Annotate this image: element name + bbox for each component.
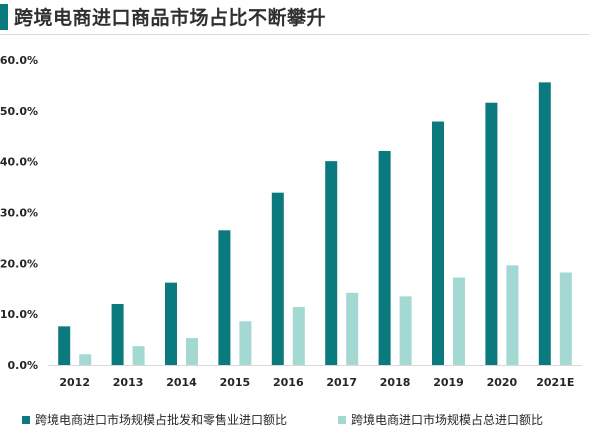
bar-series-2 xyxy=(186,338,198,365)
x-tick-label: 2020 xyxy=(487,376,518,389)
x-tick-label: 2012 xyxy=(59,376,90,389)
y-tick-label: 30.0% xyxy=(0,207,38,220)
bar-series-2 xyxy=(399,296,412,365)
x-tick-label: 2019 xyxy=(433,376,464,389)
bar-series-1 xyxy=(538,82,551,365)
y-tick-label: 60.0% xyxy=(0,54,38,67)
y-tick-label: 40.0% xyxy=(0,156,38,169)
legend: 跨境电商进口市场规模占批发和零售业进口额比 跨境电商进口市场规模占总进口额比 xyxy=(0,411,589,433)
y-axis: 0.0% 10.0% 20.0% 30.0% 40.0% 50.0% 60.0% xyxy=(0,54,38,372)
bar-series-1 xyxy=(325,161,338,365)
chart-title: 跨境电商进口商品市场占比不断攀升 xyxy=(14,7,327,29)
bar-series-1 xyxy=(432,121,444,365)
chart-header: 跨境电商进口商品市场占比不断攀升 xyxy=(0,0,589,36)
x-tick-label: 2021E xyxy=(536,376,574,389)
legend-item-series-1: 跨境电商进口市场规模占批发和零售业进口额比 xyxy=(22,411,287,428)
bar-series-1 xyxy=(218,230,231,365)
bar-series-2 xyxy=(506,265,519,365)
y-tick-label: 20.0% xyxy=(0,257,38,270)
bar-series-2 xyxy=(453,277,465,365)
legend-label-series-2: 跨境电商进口市场规模占总进口额比 xyxy=(351,413,544,427)
y-tick-label: 50.0% xyxy=(0,105,38,118)
title-accent-bar xyxy=(0,4,8,30)
bar-series-1 xyxy=(378,150,391,365)
bar-series-1 xyxy=(58,326,71,365)
x-tick-label: 2017 xyxy=(326,376,357,389)
bar-series-2 xyxy=(346,292,359,365)
bar-series-1 xyxy=(271,192,284,365)
x-tick-label: 2013 xyxy=(113,376,144,389)
x-tick-label: 2016 xyxy=(273,376,304,389)
bar-series-1 xyxy=(485,102,498,365)
bar-series-1 xyxy=(111,304,124,365)
legend-swatch-series-1 xyxy=(22,415,30,424)
bar-series-2 xyxy=(79,354,92,365)
x-tick-label: 2018 xyxy=(380,376,411,389)
legend-item-series-2: 跨境电商进口市场规模占总进口额比 xyxy=(338,411,543,428)
legend-label-series-1: 跨境电商进口市场规模占批发和零售业进口额比 xyxy=(35,413,288,427)
bars xyxy=(58,82,572,365)
y-tick-label: 0.0% xyxy=(7,359,38,372)
bar-series-2 xyxy=(239,321,252,365)
x-tick-label: 2015 xyxy=(220,376,251,389)
bar-series-2 xyxy=(292,307,305,365)
title-divider xyxy=(0,34,589,35)
bar-series-1 xyxy=(165,282,177,365)
bar-series-2 xyxy=(559,272,572,365)
bar-chart: 0.0%10.0%20.0%30.0%40.0%50.0%60.0% 2012 2… xyxy=(0,54,582,389)
y-tick-label: 10.0% xyxy=(0,308,38,321)
x-axis: 2012 2013 2014 2015 2016 2017 2018 2019 2020 2021… xyxy=(48,365,582,389)
legend-swatch-series-2 xyxy=(338,415,346,424)
bar-series-2 xyxy=(132,346,145,365)
x-tick-label: 2014 xyxy=(166,376,197,389)
